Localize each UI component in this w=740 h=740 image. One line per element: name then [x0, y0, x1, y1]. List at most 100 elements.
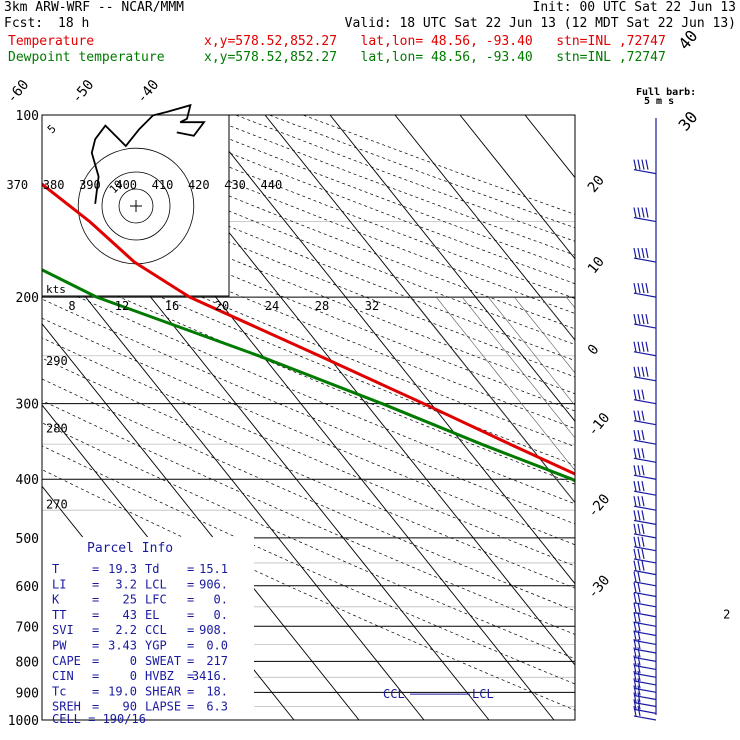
- parcel-eq: =: [187, 700, 194, 714]
- parcel-eq: =: [92, 577, 99, 591]
- parcel-eq: =: [187, 684, 194, 698]
- barb-flag: [637, 582, 641, 593]
- parcel-value: 0: [130, 669, 137, 683]
- theta-label: 440: [261, 178, 283, 192]
- parcel-value: 906.: [199, 577, 228, 591]
- barb-shaft: [633, 672, 657, 678]
- hodograph-unit: kts: [46, 283, 66, 296]
- parcel-eq: =: [92, 623, 99, 637]
- parcel-label: EL: [145, 608, 159, 622]
- theta-label: 280: [46, 422, 68, 436]
- isotherm: [42, 323, 360, 720]
- isotherm: [720, 115, 740, 720]
- parcel-cell: CELL = 190/16: [52, 712, 146, 726]
- isotherm-label: -10: [585, 410, 614, 440]
- wind-barb: [633, 548, 657, 564]
- barb-shaft: [633, 420, 657, 426]
- barb-flag: [637, 621, 641, 632]
- isotherm-label: -40: [134, 77, 163, 107]
- parcel-label: K: [52, 593, 60, 607]
- isotherm-label: 10: [585, 254, 608, 277]
- speed-scale-label: 24: [265, 299, 279, 313]
- dry-adiabat: [201, 115, 575, 256]
- isotherm: [524, 115, 575, 179]
- dry-adiabat: [42, 445, 575, 685]
- barb-flag: [641, 448, 645, 459]
- wind-barb: [633, 638, 657, 654]
- barb-flag: [637, 548, 641, 560]
- parcel-eq: =: [92, 700, 99, 714]
- barb-flag: [641, 536, 645, 547]
- barb-shaft: [633, 648, 657, 654]
- speed-scale-label: 28: [315, 299, 329, 313]
- barb-flag: [633, 159, 637, 170]
- dry-adiabat: [302, 115, 575, 215]
- barb-shaft: [633, 474, 657, 480]
- barb-flag: [633, 612, 637, 623]
- wind-barb: [633, 647, 657, 662]
- wind-barb: [633, 560, 657, 576]
- barb-flag: [645, 341, 649, 352]
- barb-shaft: [633, 439, 657, 445]
- wind-barb: [633, 670, 657, 686]
- barb-shaft: [633, 533, 657, 539]
- wind-barb: [633, 283, 657, 298]
- dry-adiabat: [42, 337, 575, 567]
- barb-flag: [637, 341, 641, 352]
- barb-flag: [633, 638, 637, 650]
- moist-adiabat: [461, 296, 575, 439]
- parcel-info-panel: Parcel Info T = 19.3 Td = 15.1 LI = 3.2 LCL = 906. K =…: [52, 541, 228, 726]
- barb-flag: [633, 510, 637, 521]
- barb-flag: [633, 448, 637, 459]
- barb-flag: [641, 389, 645, 400]
- parcel-eq: =: [187, 654, 194, 668]
- barb-flag: [633, 389, 637, 400]
- barb-shaft: [633, 323, 657, 329]
- isotherm: [590, 115, 740, 720]
- barb-shaft: [633, 694, 657, 701]
- isotherm-label: -30: [585, 572, 614, 602]
- barb-flag: [637, 678, 641, 689]
- barb-shaft: [633, 612, 657, 618]
- theta-label: 290: [46, 354, 68, 368]
- wind-barb: [633, 465, 657, 480]
- theta-label: 410: [152, 178, 174, 192]
- isotherm: [199, 115, 575, 585]
- barb-flag: [637, 430, 641, 441]
- parcel-label: Td: [145, 562, 159, 576]
- pressure-tick-label: 200: [16, 291, 39, 306]
- barb-flag: [641, 560, 645, 571]
- barb-flag: [633, 685, 637, 696]
- moist-adiabat: [435, 296, 575, 471]
- barb-flag: [645, 247, 649, 259]
- barb-flag: [633, 523, 637, 534]
- parcel-eq: =: [187, 623, 194, 637]
- isotherm: [42, 241, 425, 720]
- parcel-label: LI: [52, 577, 66, 591]
- speed-scale-label: 12: [115, 299, 129, 313]
- parcel-label: SWEAT: [145, 654, 181, 668]
- barb-flag: [637, 389, 641, 400]
- dry-adiabat: [42, 210, 575, 429]
- isotherm-label: -50: [69, 77, 98, 107]
- parcel-eq: =: [92, 608, 99, 622]
- barb-flag: [633, 663, 637, 674]
- speed-scale-label: 20: [215, 299, 229, 313]
- barb-shaft: [633, 457, 657, 463]
- barb-flag: [637, 448, 641, 459]
- barb-shaft: [633, 546, 657, 552]
- barb-flag: [637, 638, 641, 650]
- barb-flag: [641, 366, 645, 377]
- parcel-label: T: [52, 562, 59, 576]
- barb-flag: [637, 670, 641, 682]
- parcel-eq: =: [92, 593, 99, 607]
- barb-flag: [637, 592, 641, 603]
- barb-legend-label: Full barb:: [636, 87, 696, 98]
- dewpoint-location: x,y=578.52,852.27 lat,lon= 48.56, -93.40…: [204, 50, 666, 65]
- parcel-value: 25: [123, 593, 137, 607]
- parcel-value: 0: [130, 654, 137, 668]
- pressure-tick-label: 400: [16, 473, 39, 488]
- barb-shaft: [633, 701, 657, 708]
- barb-flag: [633, 430, 637, 441]
- parcel-label: LCL: [145, 577, 167, 591]
